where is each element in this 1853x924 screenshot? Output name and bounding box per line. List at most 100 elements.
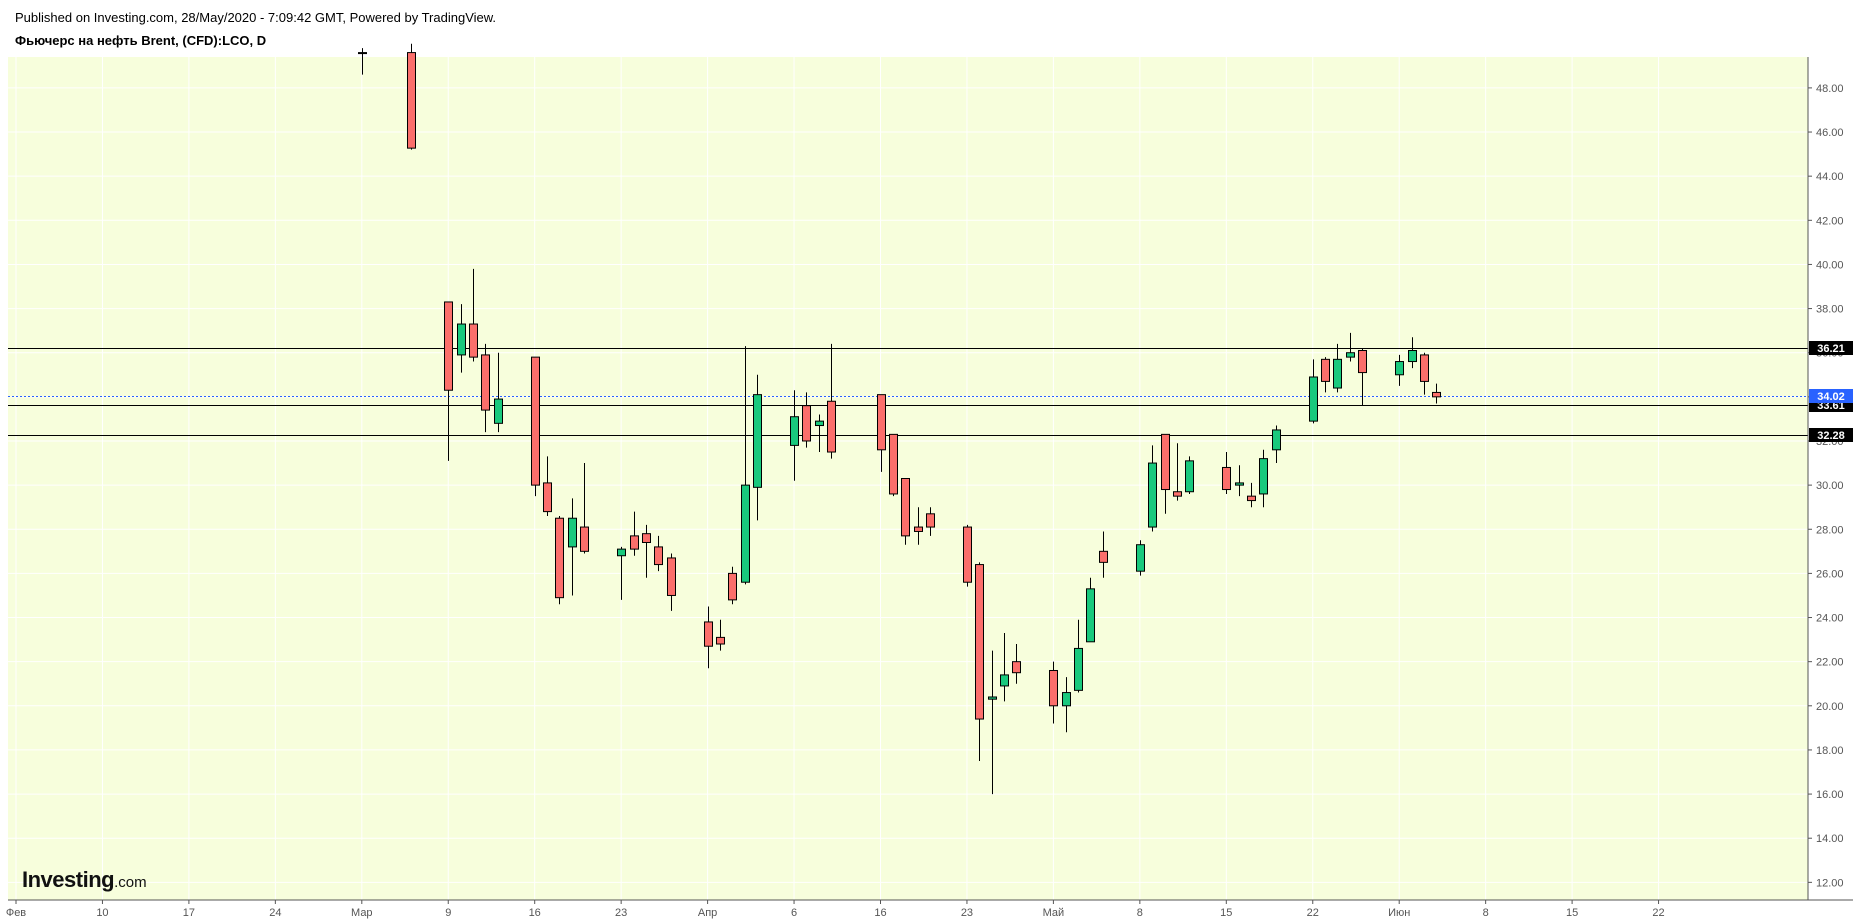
candle (1321, 357, 1330, 393)
candle (1309, 359, 1318, 424)
candle (827, 343, 836, 459)
candle (1062, 677, 1071, 733)
y-tick-label: 20.00 (1816, 701, 1844, 713)
price-tag: 36.21 (1809, 341, 1853, 355)
x-tick-label: 22 (1652, 907, 1664, 919)
candle (802, 392, 811, 448)
y-tick-label: 14.00 (1816, 833, 1844, 845)
candle-body-up (457, 323, 466, 356)
y-tick-label: 12.00 (1816, 877, 1844, 889)
candle (642, 524, 651, 578)
price-axis-background (1808, 57, 1853, 900)
candle (716, 619, 725, 651)
x-tick-label: 22 (1307, 907, 1319, 919)
candle (1099, 531, 1108, 578)
y-tick-label: 46.00 (1816, 127, 1844, 139)
time-axis[interactable]: Фев 10 17 24 Мар 9 16 23 Апр 6 16 23 Май 8 15 22 Июн 8 15 2… (0, 899, 1853, 924)
logo-suffix: .com (114, 874, 147, 891)
candle-body-down (901, 478, 910, 537)
candle-body-down (827, 400, 836, 453)
candle (1074, 619, 1083, 693)
candle-body-down (975, 564, 984, 720)
candle (1259, 449, 1268, 508)
x-tick-label: 16 (874, 907, 886, 919)
candle-body-up (494, 398, 503, 424)
x-tick-label: 6 (791, 907, 797, 919)
candle (1395, 354, 1404, 386)
candle (1012, 644, 1021, 684)
candle-body-up (1062, 692, 1071, 707)
candle (630, 511, 639, 556)
candle (790, 390, 799, 481)
candle-body-down (877, 394, 886, 451)
candle-body-down (469, 323, 478, 358)
x-tick-label: 9 (445, 907, 451, 919)
candle (580, 463, 589, 554)
candle (444, 301, 453, 461)
x-tick-label: 17 (183, 907, 195, 919)
candle (728, 566, 737, 605)
candle (1136, 540, 1145, 576)
y-tick-label: 40.00 (1816, 259, 1844, 271)
price-axis[interactable]: 12.00 14.00 16.00 18.00 20.00 22.00 24.00 26.00… (1807, 57, 1853, 900)
candle (531, 356, 540, 497)
x-tick-label: Май (1043, 907, 1065, 919)
candle (1408, 337, 1417, 369)
candle-body-up (358, 52, 367, 55)
candle (963, 524, 972, 587)
candle (555, 516, 564, 605)
candle (407, 43, 416, 150)
candle (1185, 456, 1194, 494)
candle-body-up (1346, 352, 1355, 358)
candle-body-up (741, 484, 750, 583)
candle-body-up (1136, 544, 1145, 572)
candle-body-up (1395, 361, 1404, 376)
time-axis-background (0, 900, 1853, 924)
price-tag-label: 36.21 (1817, 343, 1845, 355)
candle (1161, 433, 1170, 514)
x-tick-label: Июн (1388, 907, 1410, 919)
candle-body-down (1012, 661, 1021, 674)
candle (457, 304, 466, 373)
candle (1235, 465, 1244, 497)
candle (926, 507, 935, 536)
published-note: Published on Investing.com, 28/May/2020 … (15, 10, 497, 25)
candle-body-up (1259, 458, 1268, 495)
x-tick-label: 15 (1220, 907, 1232, 919)
y-tick-label: 44.00 (1816, 171, 1844, 183)
candle (741, 346, 750, 585)
candle (1148, 445, 1157, 532)
candle-body-down (802, 405, 811, 442)
x-tick-label: Апр (698, 907, 717, 919)
candle (877, 394, 886, 472)
candle (358, 48, 367, 75)
candle-body-down (1222, 466, 1231, 491)
candle-body-up (1408, 350, 1417, 363)
y-tick-label: 26.00 (1816, 568, 1844, 580)
candle-body-down (580, 526, 589, 552)
candle-body-up (1333, 358, 1342, 389)
candle (654, 535, 663, 572)
candle-body-down (555, 517, 564, 599)
candle (975, 562, 984, 761)
candle (1173, 443, 1182, 501)
candle-body-down (716, 636, 725, 645)
y-tick-label: 16.00 (1816, 789, 1844, 801)
y-tick-label: 38.00 (1816, 304, 1844, 316)
candle-body-down (444, 301, 453, 391)
candle-body-down (531, 356, 540, 486)
candle (543, 456, 552, 517)
candle-body-up (1309, 376, 1318, 422)
candle-body-up (617, 548, 626, 557)
x-tick-label: Фев (6, 907, 26, 919)
candle-body-up (790, 416, 799, 446)
candle-body-up (1148, 462, 1157, 528)
candle (494, 352, 503, 433)
candle-body-down (1099, 550, 1108, 563)
chart-title: Фьючерс на нефть Brent, (CFD):LCO, D (15, 33, 267, 48)
candle-body-down (963, 526, 972, 583)
price-tag-box (1809, 428, 1853, 442)
candle-body-down (704, 621, 713, 647)
candle-body-down (1358, 350, 1367, 374)
